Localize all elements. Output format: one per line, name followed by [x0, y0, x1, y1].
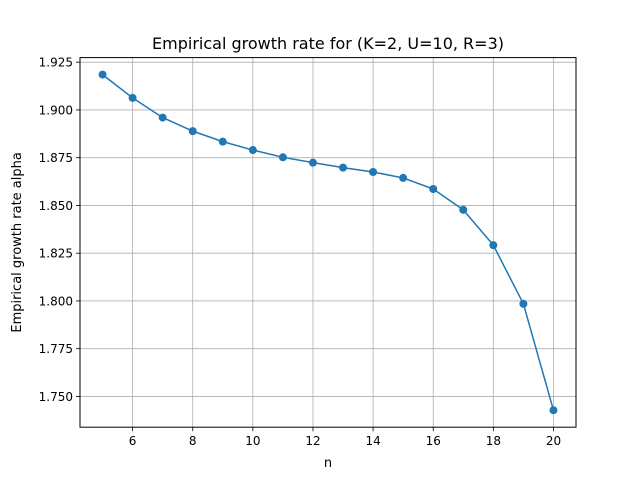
data-point — [278, 153, 287, 162]
y-tick-label: 1.850 — [39, 199, 73, 213]
data-point — [308, 158, 317, 167]
grid — [80, 57, 576, 428]
chart-title: Empirical growth rate for (K=2, U=10, R=… — [152, 34, 504, 53]
series-layer — [98, 70, 558, 415]
data-point — [98, 70, 107, 79]
x-tick-label: 16 — [426, 434, 441, 448]
y-tick-label: 1.825 — [39, 247, 73, 261]
y-tick-label: 1.775 — [39, 342, 73, 356]
y-axis-label: Empirical growth rate alpha — [10, 152, 25, 333]
data-point — [248, 146, 257, 155]
data-point — [369, 168, 378, 177]
data-point — [459, 205, 468, 214]
y-tick-label: 1.900 — [39, 103, 73, 117]
data-point — [188, 127, 197, 136]
data-point — [218, 137, 227, 146]
y-tick-label: 1.875 — [39, 151, 73, 165]
data-point — [429, 185, 438, 194]
data-point — [399, 173, 408, 182]
ticks: 6 8 10 12 14 16 18 20 1.750 1.775 1.800 1.825 1.850 1… — [39, 56, 561, 449]
data-point — [489, 241, 498, 250]
x-tick-label: 8 — [189, 434, 197, 448]
x-tick-label: 14 — [365, 434, 380, 448]
data-point — [549, 406, 558, 415]
data-point — [339, 163, 348, 172]
x-tick-label: 18 — [486, 434, 501, 448]
x-tick-label: 20 — [546, 434, 561, 448]
data-point — [519, 299, 528, 308]
y-tick-label: 1.800 — [39, 294, 73, 308]
data-point — [158, 113, 167, 122]
x-axis-label: n — [324, 456, 332, 471]
series-line — [102, 74, 555, 411]
plot-frame — [79, 57, 577, 428]
y-tick-label: 1.750 — [39, 390, 73, 404]
y-tick-label: 1.925 — [39, 56, 73, 70]
x-tick-label: 10 — [245, 434, 260, 448]
x-tick-label: 6 — [129, 434, 137, 448]
x-tick-label: 12 — [305, 434, 320, 448]
data-point — [128, 93, 137, 102]
